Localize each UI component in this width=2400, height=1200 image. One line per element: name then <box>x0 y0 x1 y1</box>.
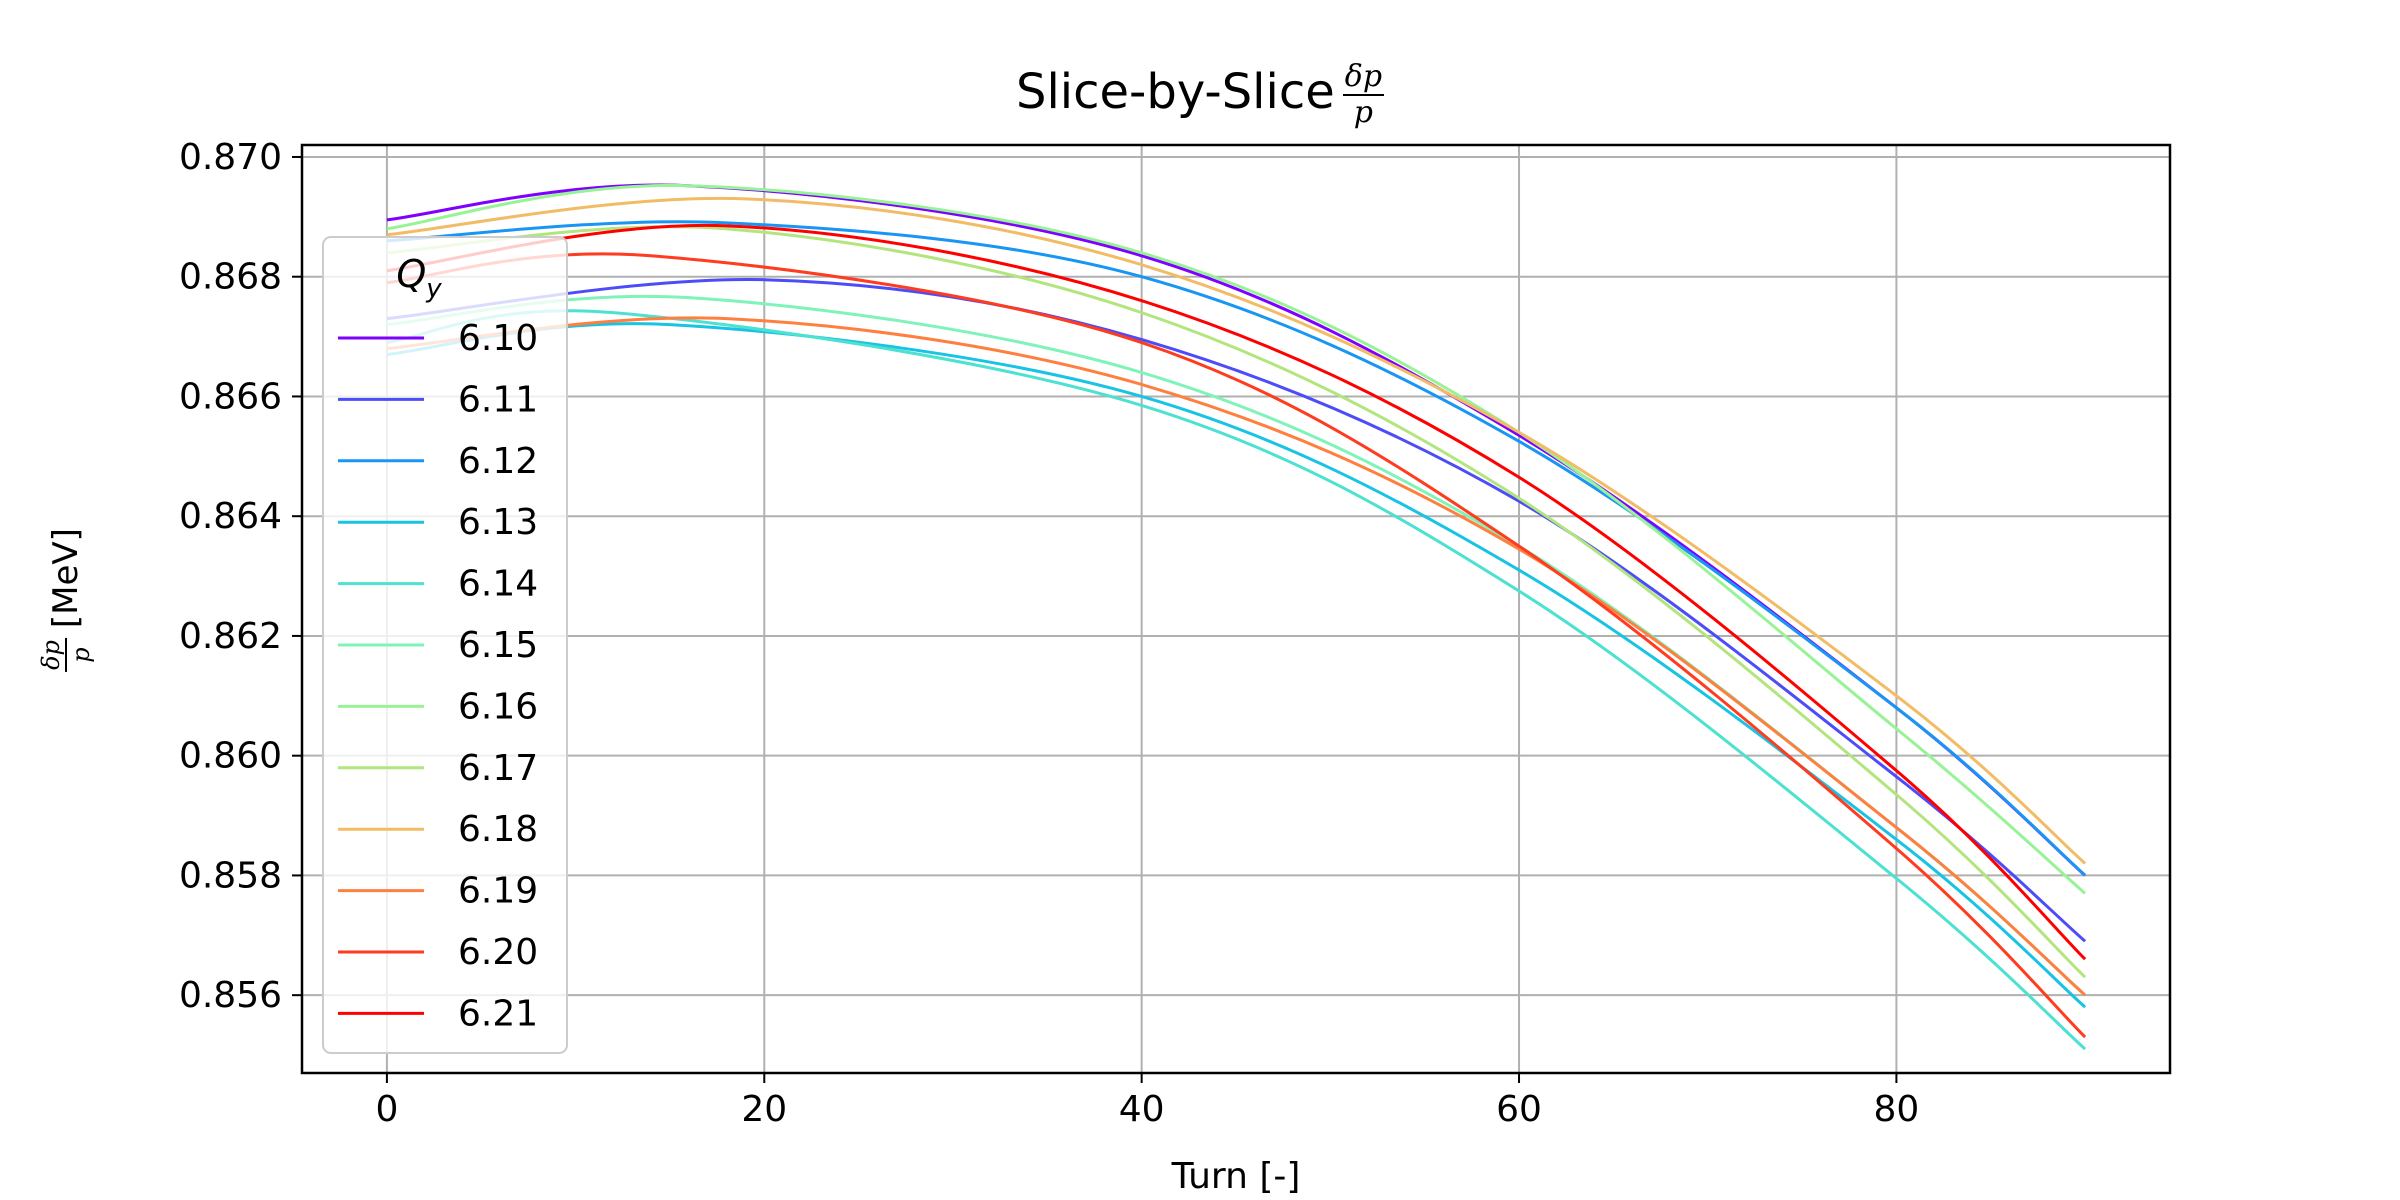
legend-title-subscript: y <box>425 274 442 304</box>
y-tick-label: 0.870 <box>179 137 282 178</box>
series-group <box>386 183 2087 1051</box>
legend-entry-label: 6.11 <box>458 379 538 420</box>
legend-box <box>322 236 568 1054</box>
legend-entry-label: 6.14 <box>458 564 538 605</box>
legend-entry-label: 6.12 <box>458 441 538 482</box>
series-line-6-10 <box>386 183 2087 877</box>
series-line-6-20 <box>386 252 2087 1039</box>
plot-frame <box>300 143 2172 1075</box>
series-line-6-21 <box>386 223 2087 961</box>
series-line-6-14 <box>386 309 2087 1051</box>
legend-entry-label: 6.15 <box>458 625 538 666</box>
legend-entry-label: 6.20 <box>458 932 538 973</box>
series-line-6-18 <box>386 196 2087 865</box>
title-fraction-denominator: p <box>1353 95 1373 130</box>
y-tick-label: 0.858 <box>179 855 282 896</box>
y-tick-label: 0.860 <box>179 736 282 777</box>
legend-entry-label: 6.21 <box>458 993 538 1034</box>
series-line-6-12 <box>386 220 2087 877</box>
x-tick-label: 80 <box>1873 1089 1919 1130</box>
chart-title: Slice-by-Slice δp p <box>0 62 2400 128</box>
title-fraction: δp p <box>1342 59 1385 130</box>
legend-entry-label: 6.17 <box>458 748 538 789</box>
x-tick-label: 20 <box>741 1089 787 1130</box>
y-tick-label: 0.868 <box>179 257 282 298</box>
y-tick-label: 0.856 <box>179 975 282 1016</box>
y-tick-label: 0.864 <box>179 496 282 537</box>
legend-title-symbol: Q <box>396 252 426 296</box>
x-tick-label: 60 <box>1496 1089 1542 1130</box>
chart-title-text: Slice-by-Slice <box>1015 64 1335 120</box>
series-line-6-17 <box>386 225 2087 979</box>
x-tick-label: 0 <box>375 1089 398 1130</box>
legend-entry-label: 6.16 <box>458 686 538 727</box>
y-axis-ticks: 0.856 0.858 0.860 0.862 0.864 0.866 0.868 0.870 <box>179 137 302 1016</box>
x-tick-label: 40 <box>1119 1089 1165 1130</box>
title-fraction-numerator: δp <box>1344 59 1383 94</box>
x-axis-label: Turn [-] <box>1171 1156 1301 1197</box>
series-line-6-19 <box>386 316 2087 997</box>
y-tick-label: 0.866 <box>179 376 282 417</box>
legend-entry-label: 6.10 <box>458 318 538 359</box>
series-line-6-16 <box>386 183 2087 895</box>
series-line-6-11 <box>386 277 2087 943</box>
legend-title: Qy <box>396 252 442 304</box>
x-axis-ticks: 0 20 40 60 80 <box>375 1073 1919 1130</box>
legend-entry-label: 6.13 <box>458 502 538 543</box>
y-tick-label: 0.862 <box>179 616 282 657</box>
legend-entry-label: 6.18 <box>458 809 538 850</box>
series-line-6-13 <box>386 322 2087 1009</box>
legend-entry-label: 6.19 <box>458 871 538 912</box>
legend: Qy 6.10 6.11 6.12 6.13 6.14 6.15 6.16 6.17 6.18 6.… <box>322 236 568 1054</box>
